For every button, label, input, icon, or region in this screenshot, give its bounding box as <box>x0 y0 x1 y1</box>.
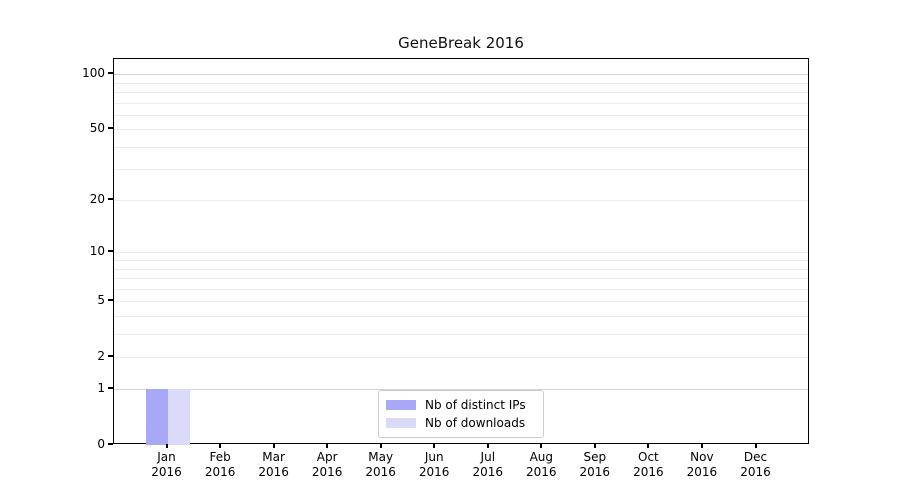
x-tick-label-feb-2016: Feb 2016 <box>204 450 236 479</box>
bar-nb-of-downloads-jan-2016 <box>167 389 190 445</box>
bar-nb-of-distinct-ips-jan-2016 <box>145 389 168 445</box>
plot-area: Nb of distinct IPs Nb of downloads <box>113 58 809 445</box>
gridline-70 <box>114 102 808 104</box>
gridline-30 <box>114 169 808 171</box>
x-tick-label-jun-2016: Jun 2016 <box>418 450 450 479</box>
gridline-1 <box>114 389 808 391</box>
y-tick-20 <box>108 198 113 201</box>
y-tick-label-100: 100 <box>82 66 105 81</box>
gridline-10 <box>114 252 808 254</box>
y-tick-0 <box>108 443 113 445</box>
x-tick-label-dec-2016: Dec 2016 <box>740 450 771 479</box>
x-tick-oct-2016 <box>647 444 650 448</box>
x-tick-feb-2016 <box>219 444 222 448</box>
gridline-7 <box>114 277 808 279</box>
y-tick-100 <box>108 72 113 75</box>
gridline-8 <box>114 268 808 270</box>
y-tick-1 <box>108 387 113 390</box>
x-tick-label-jan-2016: Jan 2016 <box>151 450 182 479</box>
gridline-6 <box>114 288 808 290</box>
gridline-3 <box>114 333 808 335</box>
x-tick-label-aug-2016: Aug 2016 <box>526 450 557 479</box>
y-tick-label-10: 10 <box>89 244 105 259</box>
chart-title: GeneBreak 2016 <box>398 34 524 52</box>
x-tick-label-nov-2016: Nov 2016 <box>686 450 718 479</box>
x-tick-dec-2016 <box>754 444 757 448</box>
gridline-9 <box>114 260 808 261</box>
legend-label-downloads: Nb of downloads <box>425 416 526 430</box>
gridline-40 <box>114 146 808 148</box>
gridline-5 <box>114 301 808 302</box>
y-tick-label-0: 0 <box>97 437 105 451</box>
x-tick-apr-2016 <box>326 444 329 448</box>
y-tick-label-50: 50 <box>89 121 105 136</box>
x-tick-jul-2016 <box>486 444 489 448</box>
x-tick-label-apr-2016: Apr 2016 <box>311 450 343 479</box>
y-tick-5 <box>108 299 113 301</box>
gridline-4 <box>114 315 808 317</box>
x-tick-label-may-2016: May 2016 <box>365 450 396 479</box>
y-tick-label-20: 20 <box>89 192 105 207</box>
y-tick-label-1: 1 <box>97 381 105 396</box>
x-tick-jan-2016 <box>165 444 168 448</box>
x-tick-mar-2016 <box>272 444 275 448</box>
y-tick-50 <box>108 127 113 130</box>
gridline-80 <box>114 91 808 93</box>
x-tick-label-mar-2016: Mar 2016 <box>258 450 289 479</box>
x-tick-sep-2016 <box>593 444 596 448</box>
legend-label-distinct-ips: Nb of distinct IPs <box>425 398 526 412</box>
x-tick-label-sep-2016: Sep 2016 <box>579 450 611 479</box>
y-tick-label-2: 2 <box>97 348 105 363</box>
x-tick-jun-2016 <box>433 444 436 448</box>
y-tick-2 <box>108 354 113 357</box>
gridline-20 <box>114 200 808 202</box>
legend-item-distinct-ips: Nb of distinct IPs <box>386 398 536 412</box>
x-tick-label-oct-2016: Oct 2016 <box>633 450 664 479</box>
x-tick-aug-2016 <box>540 444 543 448</box>
gridline-90 <box>114 82 808 84</box>
x-tick-nov-2016 <box>700 444 703 448</box>
y-tick-10 <box>108 250 113 253</box>
legend-swatch-downloads <box>386 418 416 428</box>
gridline-50 <box>114 129 808 131</box>
gridline-2 <box>114 356 808 358</box>
gridline-60 <box>114 114 808 116</box>
y-tick-label-5: 5 <box>97 293 105 307</box>
legend-item-downloads: Nb of downloads <box>386 416 536 430</box>
gridline-100 <box>114 74 808 76</box>
legend: Nb of distinct IPs Nb of downloads <box>378 390 544 438</box>
x-tick-may-2016 <box>379 444 382 448</box>
legend-swatch-distinct-ips <box>386 400 416 410</box>
x-tick-label-jul-2016: Jul 2016 <box>472 450 504 479</box>
